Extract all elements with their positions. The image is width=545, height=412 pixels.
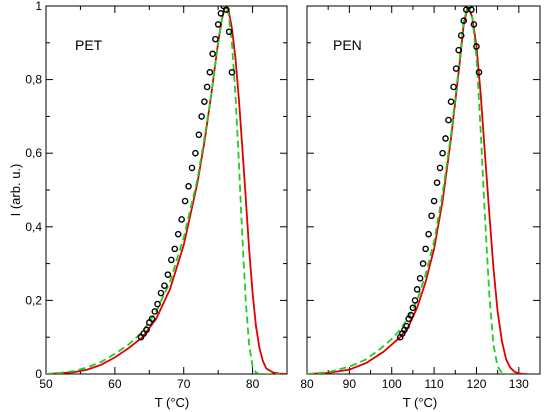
data-point (428, 212, 435, 220)
x-tick-label: 80 (300, 377, 314, 391)
data-point (192, 149, 199, 157)
data-point (411, 297, 419, 304)
data-point (460, 17, 468, 25)
data-point (455, 46, 462, 54)
data-point (212, 35, 219, 43)
x-axis-label-pet: T (°C) (155, 395, 190, 410)
data-point (447, 98, 455, 105)
data-point (201, 98, 208, 105)
y-tick-label: 1 (35, 0, 42, 13)
x-tick-label: 80 (246, 377, 260, 391)
data-point (223, 6, 230, 13)
data-point (203, 83, 211, 91)
chart-panel-pen: 80 90 100 110 120 130 (300, 5, 541, 391)
data-point (442, 135, 449, 142)
data-point (151, 308, 159, 315)
data-point (457, 32, 465, 39)
data-point (178, 216, 185, 223)
data-point (416, 275, 424, 282)
x-tick-label: 120 (466, 377, 486, 391)
fit-curve-dashed (46, 6, 281, 374)
data-point (209, 50, 216, 58)
data-point (413, 286, 421, 293)
fit-curve-solid (307, 6, 528, 374)
data-point (445, 116, 452, 124)
data-point (403, 322, 410, 330)
data-point (433, 179, 441, 186)
x-tick-label: 110 (425, 377, 444, 391)
plot-frame (306, 5, 541, 375)
y-tick-label: 0,4 (25, 220, 42, 234)
data-point (439, 149, 446, 157)
data-point (452, 65, 460, 72)
data-point (425, 230, 432, 238)
data-point (157, 289, 165, 297)
data-point (419, 260, 427, 267)
data-point (409, 304, 417, 312)
data-point (217, 10, 225, 17)
data-point (473, 43, 480, 50)
plot-frame (45, 5, 288, 375)
data-point (148, 315, 156, 323)
data-point (154, 300, 161, 308)
x-tick-label: 70 (177, 377, 191, 391)
chart-panel-pet: 50 60 70 80 0 0,2 0,4 0,6 0,8 1 (25, 0, 288, 391)
data-point (450, 83, 457, 91)
data-point (470, 21, 478, 28)
y-axis-label: I (arb. u.) (8, 164, 23, 217)
x-axis-label-pen: T (°C) (403, 395, 438, 410)
data-point (430, 197, 438, 205)
x-tick-label: 60 (108, 377, 122, 391)
y-tick-label: 0,8 (25, 73, 42, 87)
data-point (228, 68, 236, 76)
fit-curve-dashed (307, 6, 511, 374)
data-point (214, 21, 222, 28)
data-point (225, 28, 233, 36)
panel-label-pen: PEN (333, 37, 362, 53)
data-point (168, 256, 175, 264)
data-point (198, 113, 205, 120)
panel-label-pet: PET (75, 37, 103, 53)
data-point (422, 245, 429, 253)
data-point (475, 68, 483, 76)
data-point (161, 282, 168, 289)
fit-curve-solid (46, 6, 287, 374)
data-point (436, 164, 444, 172)
data-point (143, 326, 150, 334)
y-tick-label: 0,6 (25, 146, 42, 160)
y-tick-label: 0 (35, 367, 42, 381)
data-point (195, 131, 203, 139)
data-point (206, 68, 214, 76)
data-point (164, 271, 172, 278)
x-tick-label: 90 (343, 377, 357, 391)
data-point (185, 183, 192, 190)
x-tick-label: 50 (39, 377, 53, 391)
data-point (171, 245, 179, 253)
y-tick-label: 0,2 (25, 293, 42, 307)
x-tick-label: 100 (382, 377, 402, 391)
data-point (188, 164, 196, 172)
data-point (174, 230, 182, 238)
x-tick-label: 130 (509, 377, 529, 391)
data-point (407, 311, 415, 319)
data-point (468, 6, 475, 13)
data-point (181, 197, 189, 205)
